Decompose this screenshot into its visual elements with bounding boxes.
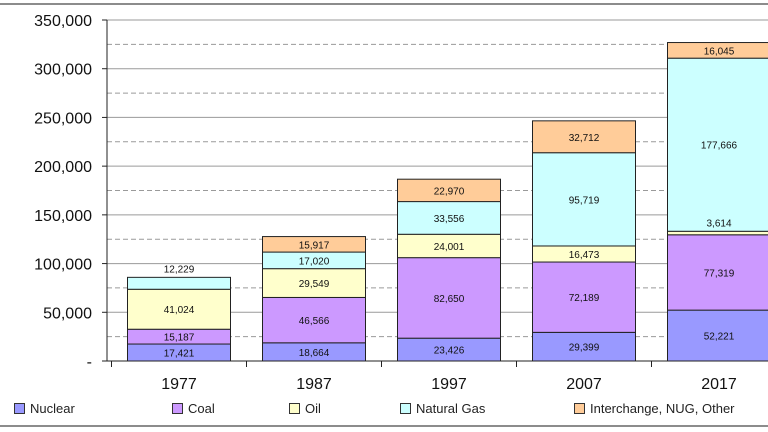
bar-segment-1997-3 [397,201,501,235]
data-label: 15,187 [164,333,195,344]
data-label: 17,020 [299,256,330,267]
data-label: 82,650 [434,294,465,305]
data-label: 18,664 [299,348,330,359]
legend-item: Coal [172,401,215,416]
legend-item: Interchange, NUG, Other [574,401,735,416]
bar-segment-1977-2 [127,288,231,330]
bar-segment-2017-3 [667,57,768,232]
legend-label: Natural Gas [416,401,486,416]
x-tick-label: 2017 [701,376,737,393]
data-label: 72,189 [569,293,600,304]
bar-segment-2007-4 [532,120,636,154]
data-label: 29,549 [299,279,330,290]
data-label: 23,426 [434,346,465,357]
y-tick-label: 300,000 [34,62,92,79]
legend-label: Nuclear [30,401,75,416]
legend-swatch [172,403,183,414]
bar-segment-2017-1 [667,234,768,311]
legend-label: Coal [188,401,215,416]
data-label: 52,221 [704,332,735,343]
data-label: 46,566 [299,316,330,327]
data-labels: 17,421 15,187 41,024 12,229 18,664 46,566 29,5… [164,46,738,359]
bar-segment-2017-0 [667,309,768,362]
axes: 1977 1987 1997 2007 2017 - 50,000 100,000 150,00… [34,13,768,393]
legend-item: Natural Gas [400,401,485,416]
y-tick-label: 250,000 [34,110,92,127]
data-label: 16,473 [569,250,600,261]
data-label: 12,229 [164,264,195,275]
legend-item: Oil [289,401,321,416]
y-tick-label: 150,000 [34,208,92,225]
y-tick-label: 200,000 [34,159,92,176]
data-label: 24,001 [434,242,465,253]
data-label: 3,614 [706,218,731,229]
y-tick-label: 50,000 [43,305,92,322]
y-tick-label: 350,000 [34,13,92,30]
legend-swatch [574,403,585,414]
legend-item: Nuclear [14,401,75,416]
bar-segment-1997-4 [397,178,501,203]
bar-segment-1997-1 [397,257,501,339]
legend-swatch [14,403,25,414]
data-label: 95,719 [569,195,600,206]
data-label: 33,556 [434,214,465,225]
bar-segment-2007-0 [532,331,636,362]
x-tick-label: 1987 [296,376,332,393]
bar-segment-1977-3 [127,276,231,290]
bar-segment-2017-4 [667,42,768,59]
legend-swatch [400,403,411,414]
legend-swatch [289,403,300,414]
legend-label: Oil [305,401,321,416]
y-tick-label: - [87,354,92,371]
bar-segment-2017-2 [667,230,768,236]
data-label: 15,917 [299,240,330,251]
data-label: 41,024 [164,305,195,316]
x-tick-label: 1977 [161,376,197,393]
bar-segment-1987-2 [262,268,366,298]
y-tick-label: 100,000 [34,257,92,274]
bar-segment-2007-1 [532,261,636,333]
data-label: 32,712 [569,133,600,144]
bar-segment-1987-4 [262,236,366,253]
x-tick-label: 2007 [566,376,602,393]
legend-label: Interchange, NUG, Other [590,401,735,416]
bar-segment-1987-1 [262,296,366,344]
bar-segment-2007-3 [532,152,636,247]
data-label: 16,045 [704,46,735,57]
data-label: 177,666 [701,141,738,152]
data-label: 77,319 [704,268,735,279]
data-label: 29,399 [569,343,600,354]
data-label: 22,970 [434,186,465,197]
legend: Nuclear Coal Oil Natural Gas Interchange, NU… [14,401,768,419]
data-label: 17,421 [164,349,195,360]
x-tick-label: 1997 [431,376,467,393]
bars [127,42,768,362]
